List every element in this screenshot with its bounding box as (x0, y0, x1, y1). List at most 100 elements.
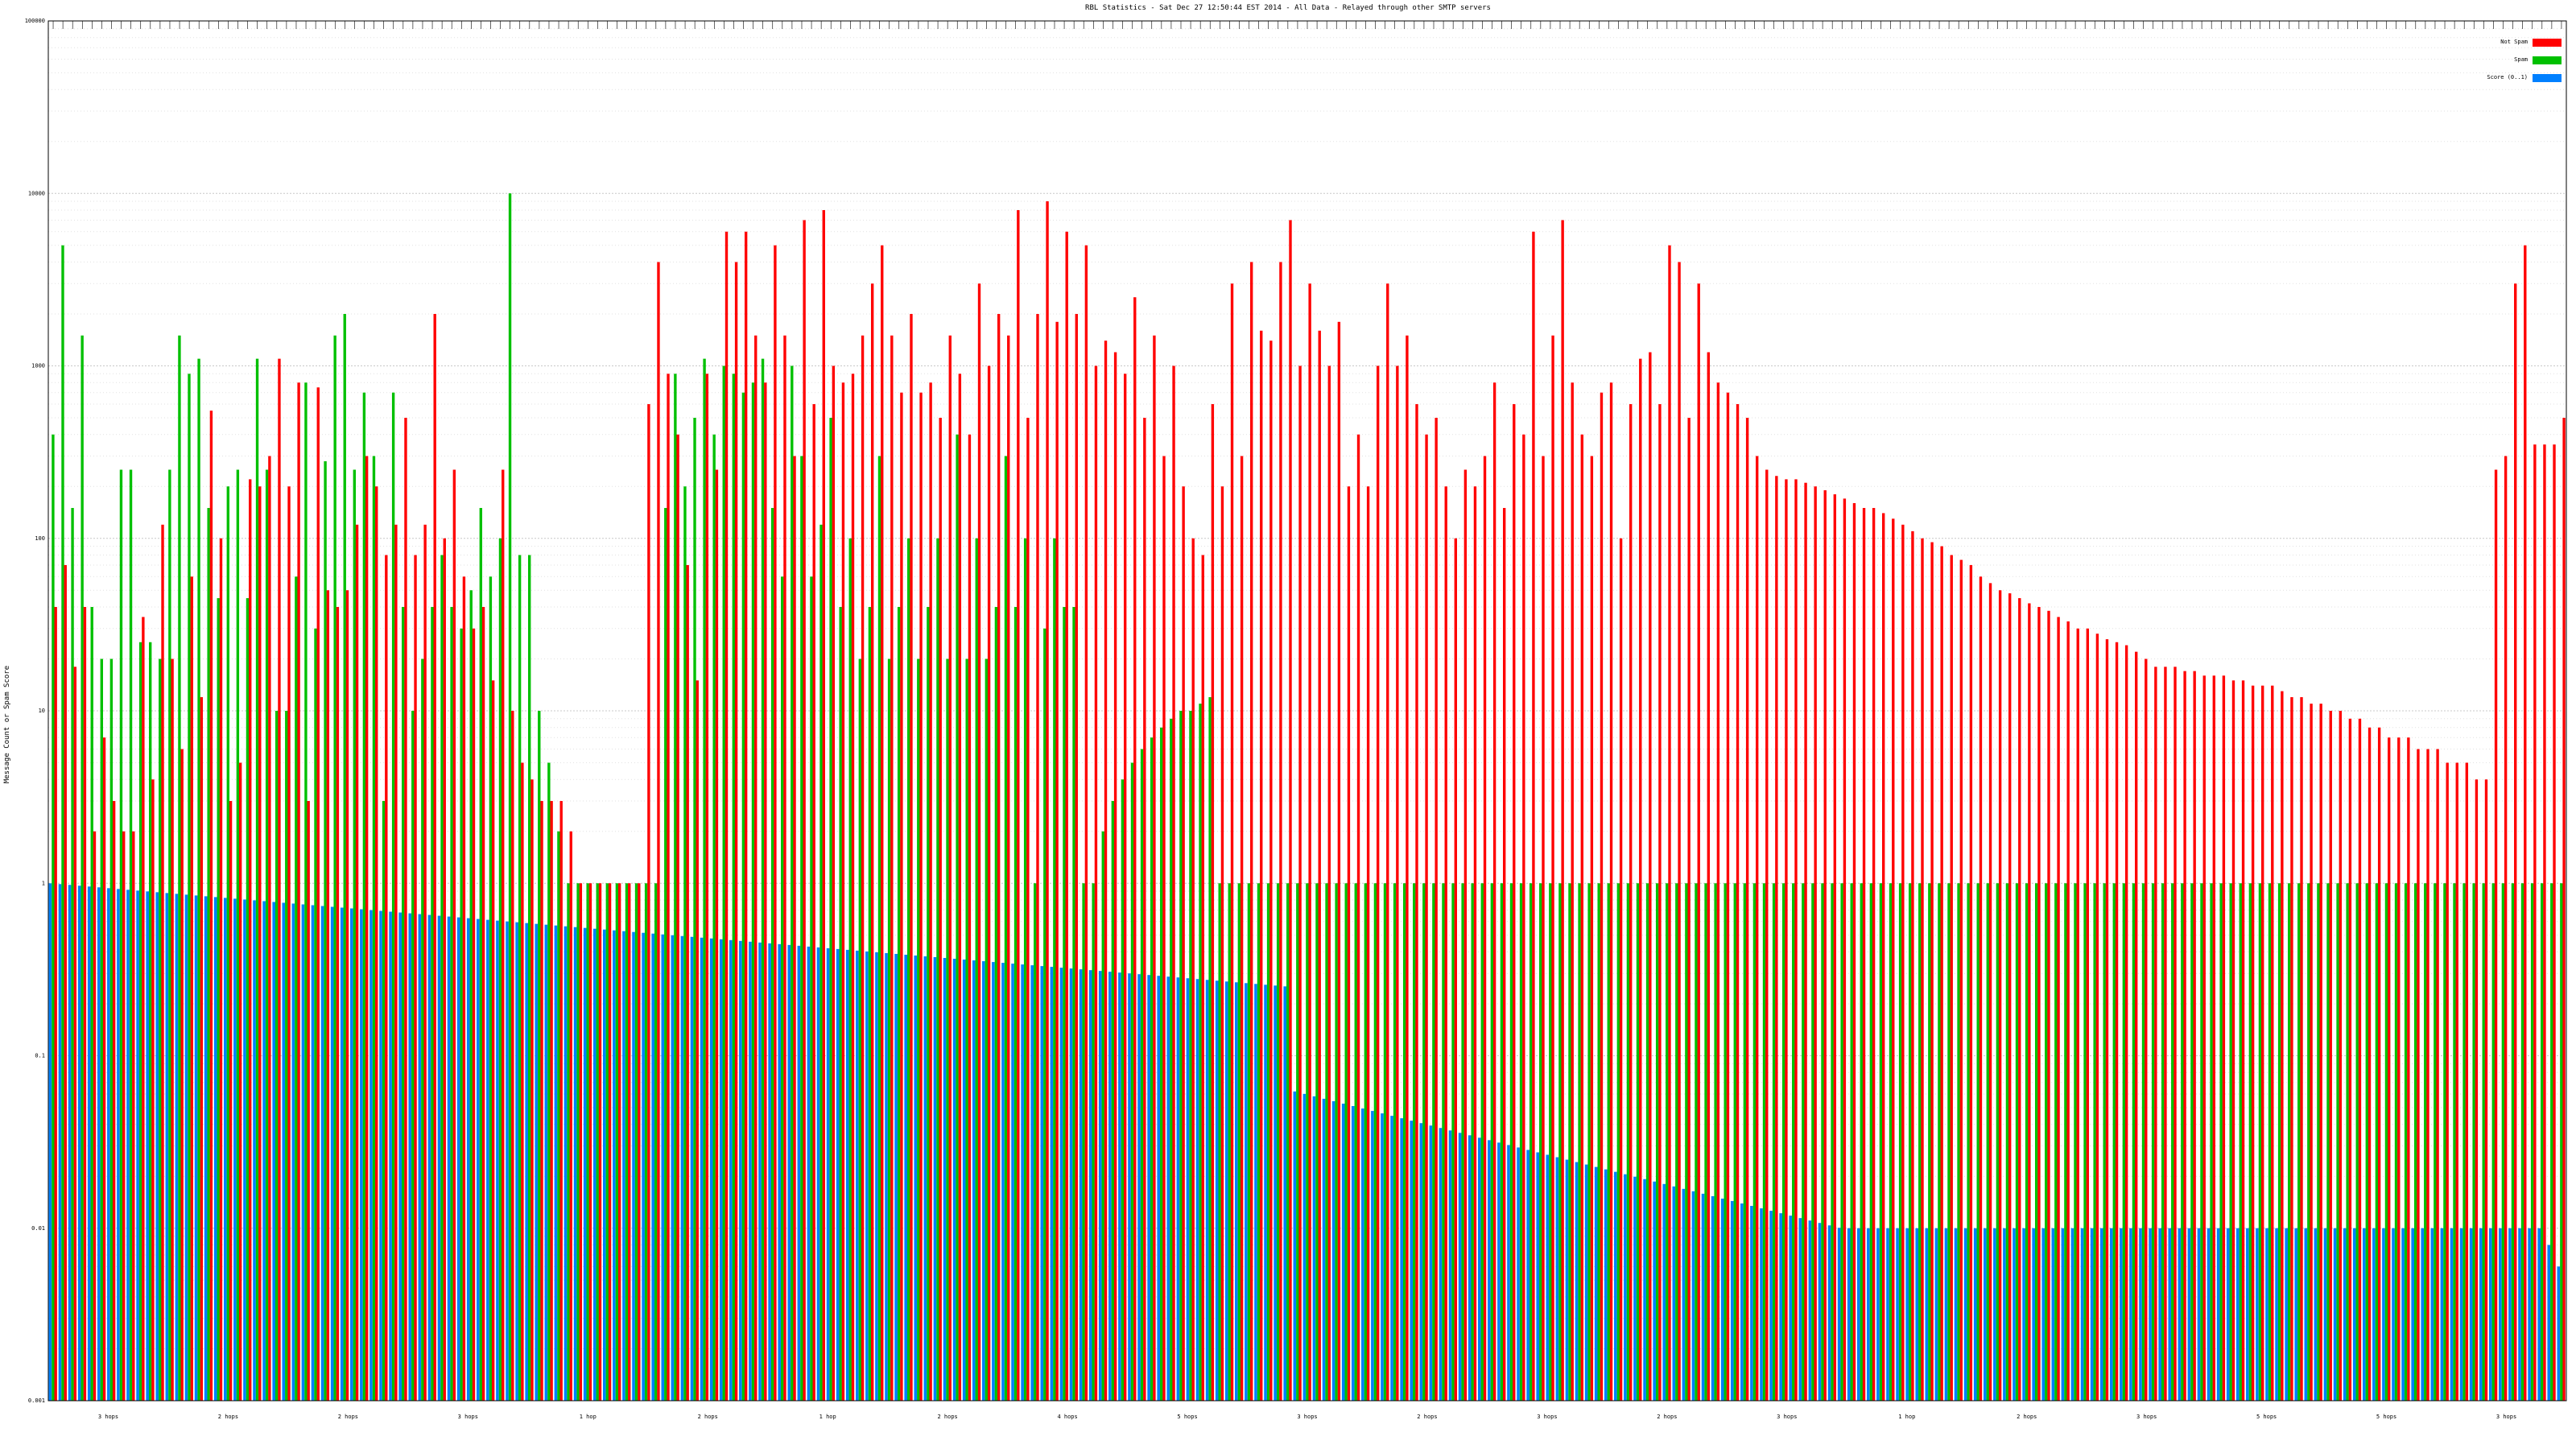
not-spam-bar (502, 469, 505, 1401)
score-bar (1701, 1193, 1705, 1401)
score-bar (291, 903, 295, 1401)
spam-bar (1587, 883, 1591, 1401)
spam-bar (1490, 883, 1494, 1401)
spam-bar (450, 607, 453, 1401)
not-spam-bar (1649, 352, 1652, 1402)
score-bar (2323, 1228, 2327, 1401)
not-spam-bar (1230, 283, 1234, 1402)
spam-bar (1889, 883, 1893, 1401)
spam-bar (839, 607, 842, 1401)
spam-bar (887, 658, 891, 1401)
score-bar (175, 894, 179, 1401)
spam-bar (2045, 883, 2048, 1401)
spam-bar (1607, 883, 1610, 1401)
not-spam-bar (2018, 598, 2021, 1401)
spam-bar (2161, 883, 2165, 1401)
not-spam-bar (2533, 444, 2537, 1402)
not-spam-bar (2436, 749, 2439, 1401)
score-bar (2003, 1228, 2006, 1401)
not-spam-bar (851, 374, 855, 1402)
spam-bar (2122, 883, 2126, 1401)
score-bar (2207, 1228, 2211, 1401)
spam-bar (1413, 883, 1416, 1401)
spam-bar (994, 607, 998, 1401)
not-spam-bar (1930, 542, 1934, 1401)
spam-bar (1247, 883, 1251, 1401)
bars (48, 193, 2566, 1402)
score-bar (1614, 1171, 1617, 1401)
not-spam-bar (238, 762, 242, 1401)
not-spam-bar (2514, 283, 2517, 1402)
score-bar (204, 896, 208, 1401)
not-spam-bar (258, 486, 262, 1401)
not-spam-bar (1017, 210, 1020, 1402)
spam-bar (2083, 883, 2087, 1401)
not-spam-bar (803, 220, 806, 1401)
score-bar (389, 911, 392, 1401)
not-spam-bar (73, 667, 77, 1401)
score-bar (836, 948, 840, 1401)
not-spam-bar (1492, 382, 1496, 1402)
not-spam-bar (1833, 494, 1837, 1401)
x-tick-label: 5 hops (1177, 1414, 1197, 1420)
spam-bar (1199, 704, 1202, 1401)
not-spam-bar (1182, 486, 1185, 1401)
score-bar (1137, 974, 1141, 1401)
not-spam-bar (2047, 610, 2050, 1401)
score-bar (1264, 985, 1267, 1401)
spam-bar (1480, 883, 1484, 1401)
spam-bar (770, 508, 774, 1401)
spam-bar (275, 711, 279, 1401)
score-bar (2158, 1228, 2161, 1401)
spam-bar (1344, 883, 1348, 1401)
not-spam-bar (2174, 667, 2177, 1401)
x-tick-label: 3 hops (458, 1414, 478, 1420)
not-spam-bar (1366, 486, 1370, 1401)
not-spam-bar (2271, 685, 2274, 1401)
not-spam-bar (1075, 314, 1078, 1401)
score-bar (1682, 1188, 1686, 1401)
not-spam-bar (1113, 352, 1117, 1402)
not-spam-bar (1794, 479, 1798, 1401)
spam-bar (693, 417, 696, 1402)
not-spam-bar (910, 314, 913, 1401)
score-bar (1517, 1147, 1520, 1401)
spam-bar (800, 456, 803, 1401)
score-bar (379, 910, 382, 1401)
score-bar (2411, 1228, 2414, 1401)
not-spam-bar (112, 801, 116, 1401)
spam-bar (751, 382, 755, 1402)
score-bar (1750, 1206, 1753, 1401)
spam-bar (255, 358, 259, 1402)
not-spam-bar (2231, 680, 2235, 1401)
not-spam-bar (832, 365, 836, 1401)
score-bar (1604, 1169, 1608, 1401)
score-bar (1740, 1203, 1744, 1401)
not-spam-bar (1745, 417, 1749, 1402)
not-spam-bar (2397, 737, 2401, 1401)
score-bar (437, 915, 441, 1401)
score-bar (933, 956, 937, 1401)
score-bar (2129, 1228, 2132, 1401)
not-spam-bar (2212, 675, 2216, 1401)
score-bar (1322, 1098, 1326, 1401)
not-spam-bar (608, 883, 612, 1401)
spam-bar (1967, 883, 1970, 1401)
spam-bar (61, 245, 64, 1402)
not-spam-bar (987, 365, 991, 1401)
spam-bar (178, 335, 181, 1401)
spam-bar (1645, 883, 1649, 1401)
spam-bar (159, 658, 162, 1401)
spam-bar (236, 469, 240, 1401)
not-spam-bar (287, 486, 291, 1401)
spam-bar (2365, 883, 2368, 1401)
score-bar (1837, 1228, 1841, 1401)
x-labels: 3 hops 2 hops 2 hops 3 hops 1 hop 2 hops 1 hop… (98, 1414, 2516, 1420)
y-tick-label: 0.01 (31, 1225, 45, 1232)
spam-bar (2229, 883, 2232, 1401)
score-bar (1098, 971, 1102, 1401)
score-bar (778, 943, 782, 1401)
score-bar (1410, 1121, 1414, 1401)
not-spam-bar (1785, 479, 1788, 1401)
not-spam-bar (1396, 365, 1399, 1401)
